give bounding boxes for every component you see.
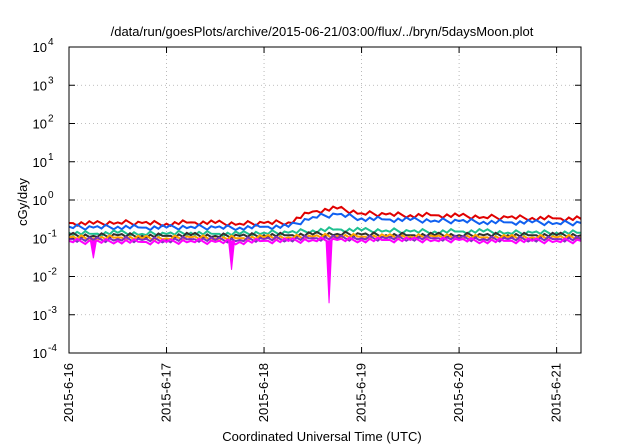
y-tick-label: 10-4 xyxy=(33,343,58,361)
y-tick-label: 10-3 xyxy=(33,305,58,323)
series-line xyxy=(68,226,581,238)
series-dip xyxy=(89,240,97,259)
series-dip xyxy=(227,240,236,270)
series-line xyxy=(68,234,582,244)
plot-area: 10-4 10-3 10-2 10-1 100 101 102 103 104 2015-6-16… xyxy=(33,37,582,422)
x-tick-label: 2015-6-16 xyxy=(61,363,76,422)
series-line xyxy=(68,212,582,232)
y-tick-label: 103 xyxy=(33,75,54,93)
x-tick-label: 2015-6-17 xyxy=(159,363,174,422)
y-tick-label: 101 xyxy=(33,152,54,170)
y-tick-label: 104 xyxy=(33,37,54,55)
y-tick-label: 102 xyxy=(33,114,54,132)
x-tick-label: 2015-6-18 xyxy=(256,363,271,422)
x-axis-label: Coordinated Universal Time (UTC) xyxy=(222,429,421,444)
chart-title: /data/run/goesPlots/archive/2015-06-21/0… xyxy=(111,24,534,39)
series-line xyxy=(68,236,582,246)
x-tick-label: 2015-6-19 xyxy=(354,363,369,422)
y-tick-label: 100 xyxy=(33,190,54,208)
y-axis-label: cGy/day xyxy=(15,178,30,226)
x-tick-label: 2015-6-20 xyxy=(451,363,466,422)
y-tick-label: 10-2 xyxy=(33,267,58,285)
series-dip xyxy=(325,240,333,304)
series-line xyxy=(68,205,582,228)
y-tick-label: 10-1 xyxy=(33,228,58,246)
plot-frame xyxy=(68,46,582,354)
x-tick-label: 2015-6-21 xyxy=(549,363,564,422)
